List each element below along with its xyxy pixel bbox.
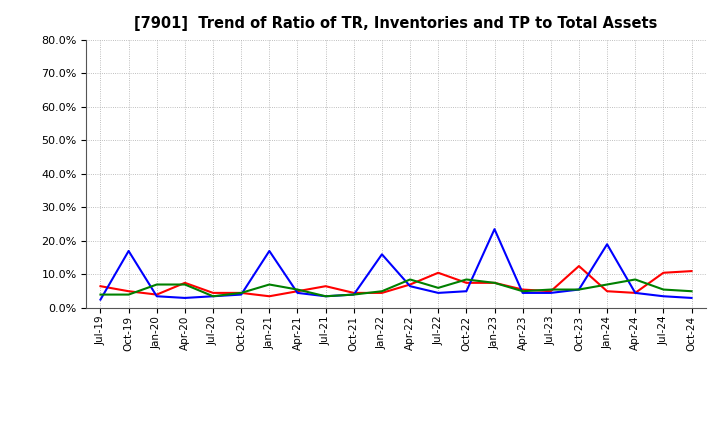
Inventories [687,295,696,301]
Inventories [406,283,415,289]
Trade Payables [687,289,696,294]
Inventories [265,248,274,253]
Trade Payables [631,277,639,282]
Line: Inventories: Inventories [101,229,691,300]
Inventories [237,292,246,297]
Inventories [546,290,555,296]
Inventories [377,252,386,257]
Inventories [603,242,611,247]
Legend: Trade Receivables, Inventories, Trade Payables: Trade Receivables, Inventories, Trade Pa… [171,435,621,440]
Trade Receivables [575,264,583,269]
Inventories [434,290,443,296]
Trade Payables [490,280,499,286]
Trade Receivables [631,290,639,296]
Trade Payables [96,292,105,297]
Inventories [321,293,330,299]
Trade Payables [462,277,471,282]
Trade Receivables [153,292,161,297]
Trade Receivables [349,290,358,296]
Trade Payables [659,287,667,292]
Trade Receivables [293,289,302,294]
Trade Receivables [687,268,696,274]
Trade Payables [546,287,555,292]
Inventories [293,290,302,296]
Inventories [659,293,667,299]
Trade Payables [518,289,527,294]
Inventories [153,293,161,299]
Trade Receivables [125,289,133,294]
Trade Payables [125,292,133,297]
Inventories [631,290,639,296]
Trade Receivables [96,283,105,289]
Title: [7901]  Trend of Ratio of TR, Inventories and TP to Total Assets: [7901] Trend of Ratio of TR, Inventories… [135,16,657,32]
Trade Payables [603,282,611,287]
Trade Receivables [265,293,274,299]
Trade Payables [321,293,330,299]
Trade Payables [575,287,583,292]
Line: Trade Receivables: Trade Receivables [101,266,691,296]
Trade Payables [349,292,358,297]
Trade Receivables [377,290,386,296]
Inventories [462,289,471,294]
Trade Receivables [518,287,527,292]
Trade Receivables [406,282,415,287]
Line: Trade Payables: Trade Payables [101,279,691,296]
Trade Receivables [321,283,330,289]
Inventories [518,290,527,296]
Trade Receivables [181,280,189,286]
Trade Payables [434,285,443,290]
Trade Receivables [490,280,499,286]
Trade Receivables [237,290,246,296]
Trade Payables [293,287,302,292]
Inventories [181,295,189,301]
Trade Payables [237,290,246,296]
Inventories [490,227,499,232]
Inventories [575,287,583,292]
Trade Payables [406,277,415,282]
Trade Receivables [434,270,443,275]
Inventories [209,293,217,299]
Trade Receivables [462,280,471,286]
Trade Payables [265,282,274,287]
Trade Payables [209,293,217,299]
Trade Receivables [209,290,217,296]
Trade Payables [377,289,386,294]
Trade Payables [181,282,189,287]
Trade Receivables [546,289,555,294]
Trade Receivables [603,289,611,294]
Inventories [125,248,133,253]
Inventories [96,297,105,302]
Inventories [349,292,358,297]
Trade Payables [153,282,161,287]
Trade Receivables [659,270,667,275]
